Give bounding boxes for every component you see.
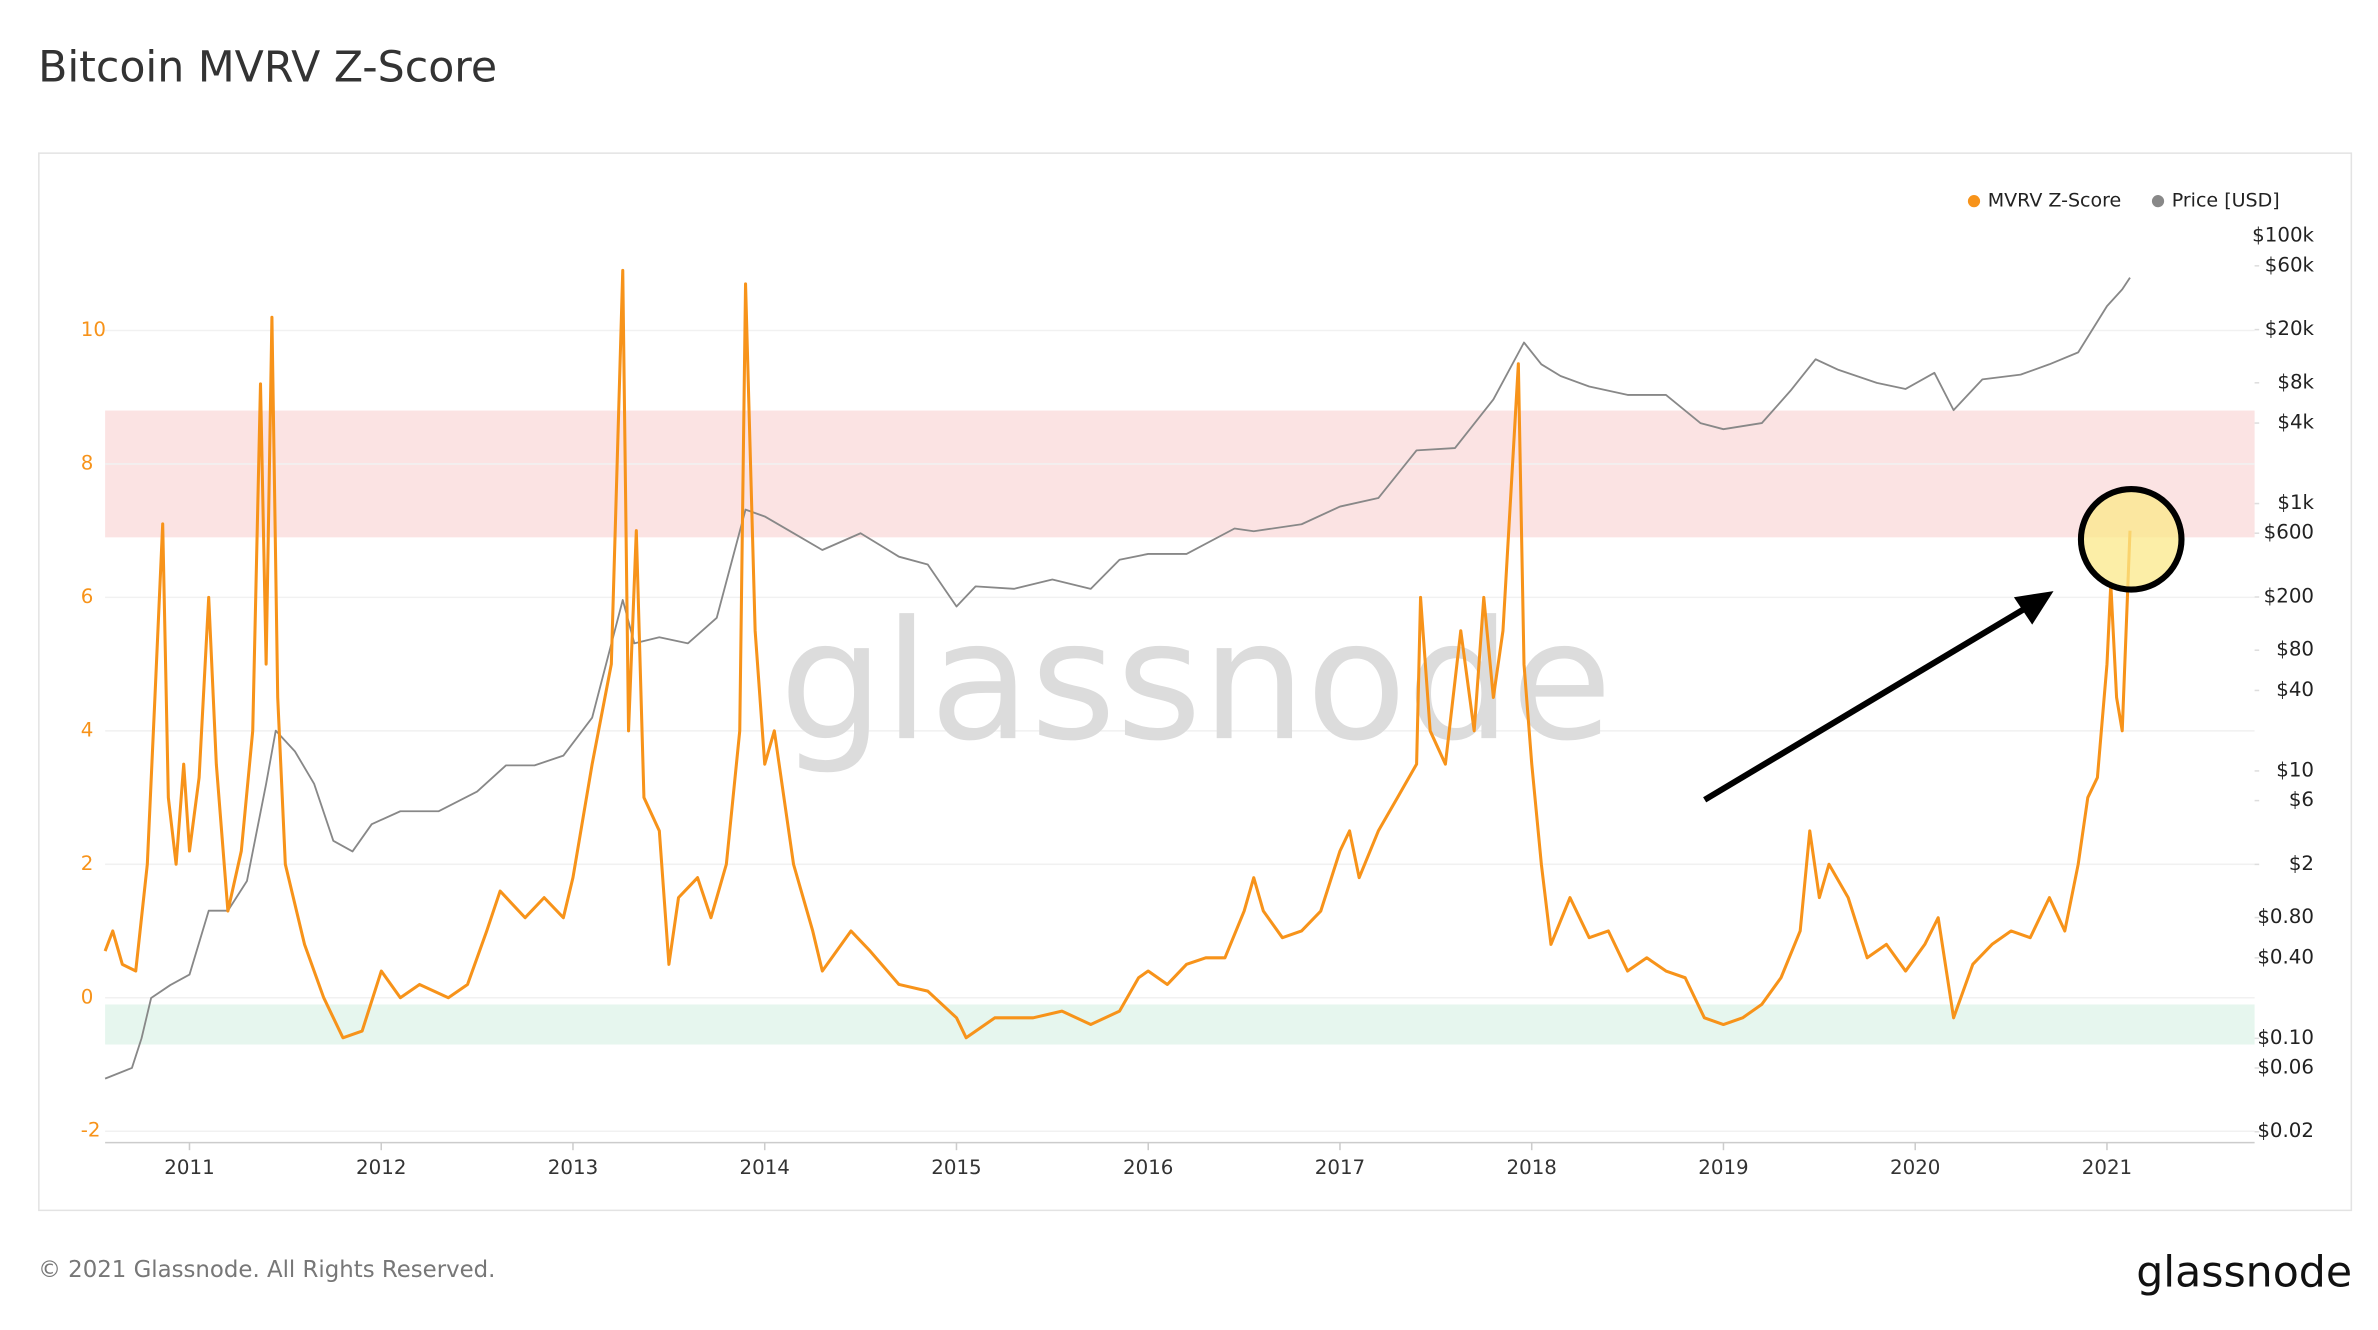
chart-title: Bitcoin MVRV Z-Score <box>38 43 497 93</box>
band <box>105 1004 2255 1045</box>
grid <box>105 329 2255 1132</box>
y2-tick-label: $100k <box>2252 224 2314 247</box>
lines <box>103 268 2132 1080</box>
band <box>105 410 2255 538</box>
x-tick-label: 2015 <box>931 1156 981 1179</box>
legend-swatch <box>2151 195 2165 208</box>
y2-tick-label: $4k <box>2277 411 2314 434</box>
y2-tick-label: $2 <box>2289 852 2314 875</box>
legend: MVRV Z-Score Price [USD] <box>1967 190 2280 212</box>
highlight-circle <box>2077 486 2185 593</box>
legend-swatch <box>1967 195 1981 208</box>
y2-tick-label: $0.80 <box>2257 905 2314 928</box>
logo: glassnode <box>2136 1248 2352 1298</box>
y-tick-label: 2 <box>81 852 94 875</box>
plot-frame <box>38 152 2353 1212</box>
x-tick-label: 2011 <box>164 1156 214 1179</box>
x-tick-label: 2012 <box>356 1156 406 1179</box>
y2-tick-label: $8k <box>2277 370 2314 393</box>
y2-tick-label: $6 <box>2289 788 2314 811</box>
x-tick-label: 2019 <box>1698 1156 1748 1179</box>
arrow-head <box>2013 591 2054 625</box>
axes: -2 0 2 4 6 8 10 $100k $60k $20k $8k $4k $1k $600 $200 $… <box>81 224 2315 1179</box>
legend-label: Price [USD] <box>2172 190 2280 212</box>
y-tick-label: 10 <box>81 318 106 341</box>
series-line <box>103 268 2132 1040</box>
annotation-arrow <box>1703 605 2028 803</box>
y2-tick-label: $1k <box>2277 491 2314 514</box>
y2-tick-label: $60k <box>2265 253 2315 276</box>
x-tick-label: 2014 <box>740 1156 790 1179</box>
y-tick-label: 8 <box>81 451 94 474</box>
x-tick-label: 2017 <box>1315 1156 1365 1179</box>
copyright: © 2021 Glassnode. All Rights Reserved. <box>38 1257 495 1283</box>
y2-tick-label: $80 <box>2276 638 2314 661</box>
legend-label: MVRV Z-Score <box>1988 190 2122 212</box>
watermark: glassnode <box>779 585 1612 777</box>
y-tick-label: 4 <box>81 718 94 741</box>
x-tick-label: 2018 <box>1507 1156 1557 1179</box>
y-tick-label: 6 <box>81 585 94 608</box>
bands <box>105 410 2255 1045</box>
y2-tick-label: $600 <box>2264 521 2314 544</box>
y2-tick-label: $20k <box>2265 317 2315 340</box>
y2-tick-label: $0.10 <box>2257 1026 2314 1049</box>
x-tick-label: 2020 <box>1890 1156 1940 1179</box>
x-tick-label: 2013 <box>548 1156 598 1179</box>
y2-tick-label: $200 <box>2264 584 2314 607</box>
y-tick-label: -2 <box>81 1119 101 1142</box>
y-tick-label: 0 <box>81 985 94 1008</box>
y2-tick-label: $0.06 <box>2257 1055 2314 1078</box>
y2-tick-label: $10 <box>2276 758 2314 781</box>
x-tick-label: 2016 <box>1123 1156 1173 1179</box>
y2-tick-label: $0.02 <box>2257 1119 2314 1142</box>
x-tick-label: 2021 <box>2082 1156 2132 1179</box>
y2-tick-label: $40 <box>2276 678 2314 701</box>
y2-tick-label: $0.40 <box>2257 945 2314 968</box>
series-line <box>104 277 2131 1080</box>
